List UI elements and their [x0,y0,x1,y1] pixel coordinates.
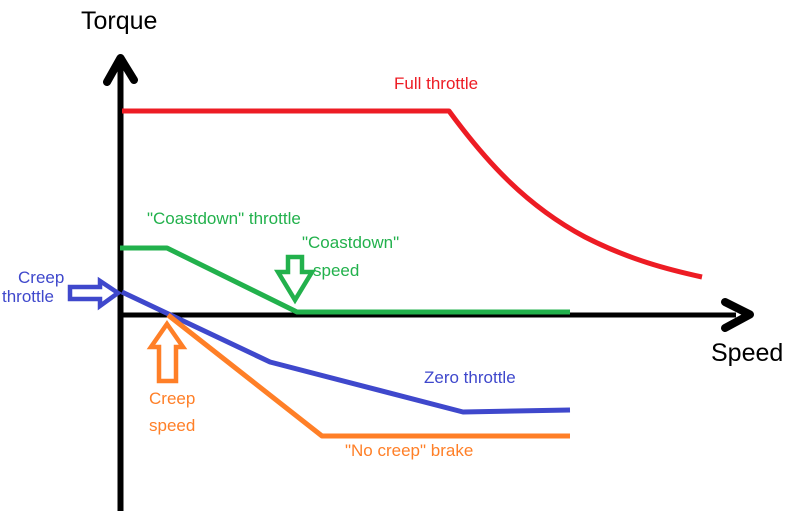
creep-speed-label-line1: Creep [149,389,196,408]
x-axis-arrowhead-icon [721,298,754,332]
no-creep-brake-label: "No creep" brake [345,441,474,460]
full-throttle-curve [122,108,703,280]
coastdown-speed-label-line1: "Coastdown" [302,233,400,252]
coastdown-throttle-label: "Coastdown" throttle [147,209,301,228]
coastdown-speed-arrow-icon [274,254,316,305]
zero-throttle-label: Zero throttle [424,368,516,387]
y-axis-title: Torque [81,7,158,35]
x-axis-title: Speed [711,339,784,367]
zero-throttle-curve [120,289,571,415]
creep-throttle-arrow-icon [67,276,122,311]
creep-throttle-label-line2: throttle [2,287,54,306]
no-creep-brake-curve [166,313,570,439]
y-axis-arrowhead-icon [103,54,138,86]
coastdown-throttle-curve [120,245,570,315]
creep-speed-label-line2: speed [149,416,196,435]
coastdown-speed-label-line2: speed [313,261,360,280]
creep-throttle-label-line1: Creep [18,268,65,287]
creep-speed-arrow-icon [146,320,188,384]
full-throttle-label: Full throttle [394,74,479,93]
